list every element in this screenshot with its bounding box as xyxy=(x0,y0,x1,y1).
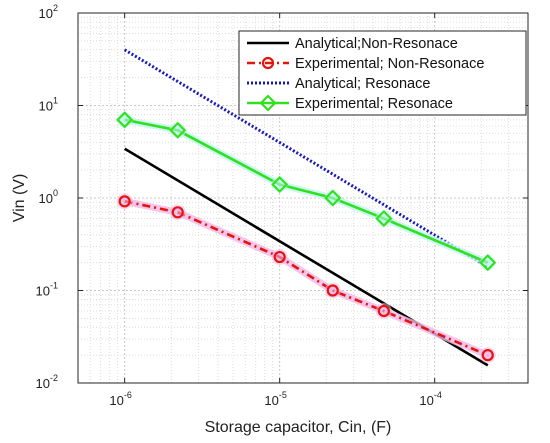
legend-entry: Experimental; Non-Resonace xyxy=(247,56,484,72)
series-highlight xyxy=(121,197,492,359)
legend-entry: Analytical;Non-Resonace xyxy=(247,36,458,52)
legend-marker xyxy=(261,56,275,70)
data-point xyxy=(375,209,393,228)
legend-label: Experimental; Non-Resonace xyxy=(295,56,484,72)
data-point xyxy=(118,195,131,208)
series-line xyxy=(124,118,489,264)
data-point xyxy=(116,111,134,129)
data-point xyxy=(273,250,286,264)
data-point xyxy=(169,121,187,139)
data-point xyxy=(271,175,289,194)
data-point xyxy=(479,254,497,272)
ticks: 10-6 10-5 10-4 10-2 10-1 100 101 102 xyxy=(36,3,528,408)
x-tick-label: 10-6 xyxy=(109,390,131,408)
data-point xyxy=(171,206,184,219)
series-4 xyxy=(116,111,497,272)
y-axis-label: Vin (V) xyxy=(11,174,28,223)
y-tick-label: 100 xyxy=(39,188,58,206)
data-point xyxy=(377,304,390,318)
data-point xyxy=(326,284,339,297)
legend-label: Analytical;Non-Resonace xyxy=(295,36,458,52)
data-point xyxy=(324,189,342,207)
series-3 xyxy=(123,48,489,269)
legend-label: Experimental; Resonace xyxy=(295,96,453,112)
legend-label: Analytical; Resonace xyxy=(295,76,430,92)
y-tick-label: 102 xyxy=(39,3,58,21)
y-tick-label: 10-2 xyxy=(36,373,58,391)
y-tick-label: 101 xyxy=(39,96,58,114)
y-tick-label: 10-1 xyxy=(36,281,58,299)
data-point xyxy=(481,349,494,362)
legend-marker xyxy=(259,94,277,112)
series-layer xyxy=(116,48,497,367)
x-tick-label: 10-5 xyxy=(264,390,286,408)
legend-entry: Experimental; Resonace xyxy=(247,94,453,112)
legend: Analytical;Non-Resonace Experimental; Non… xyxy=(238,30,527,116)
legend-entry: Analytical; Resonace xyxy=(247,76,430,92)
series-2 xyxy=(116,193,496,364)
series-line xyxy=(123,48,489,269)
x-tick-label: 10-4 xyxy=(419,390,441,408)
legend-box xyxy=(238,30,527,116)
x-axis-label: Storage capacitor, Cin, (F) xyxy=(205,419,392,436)
